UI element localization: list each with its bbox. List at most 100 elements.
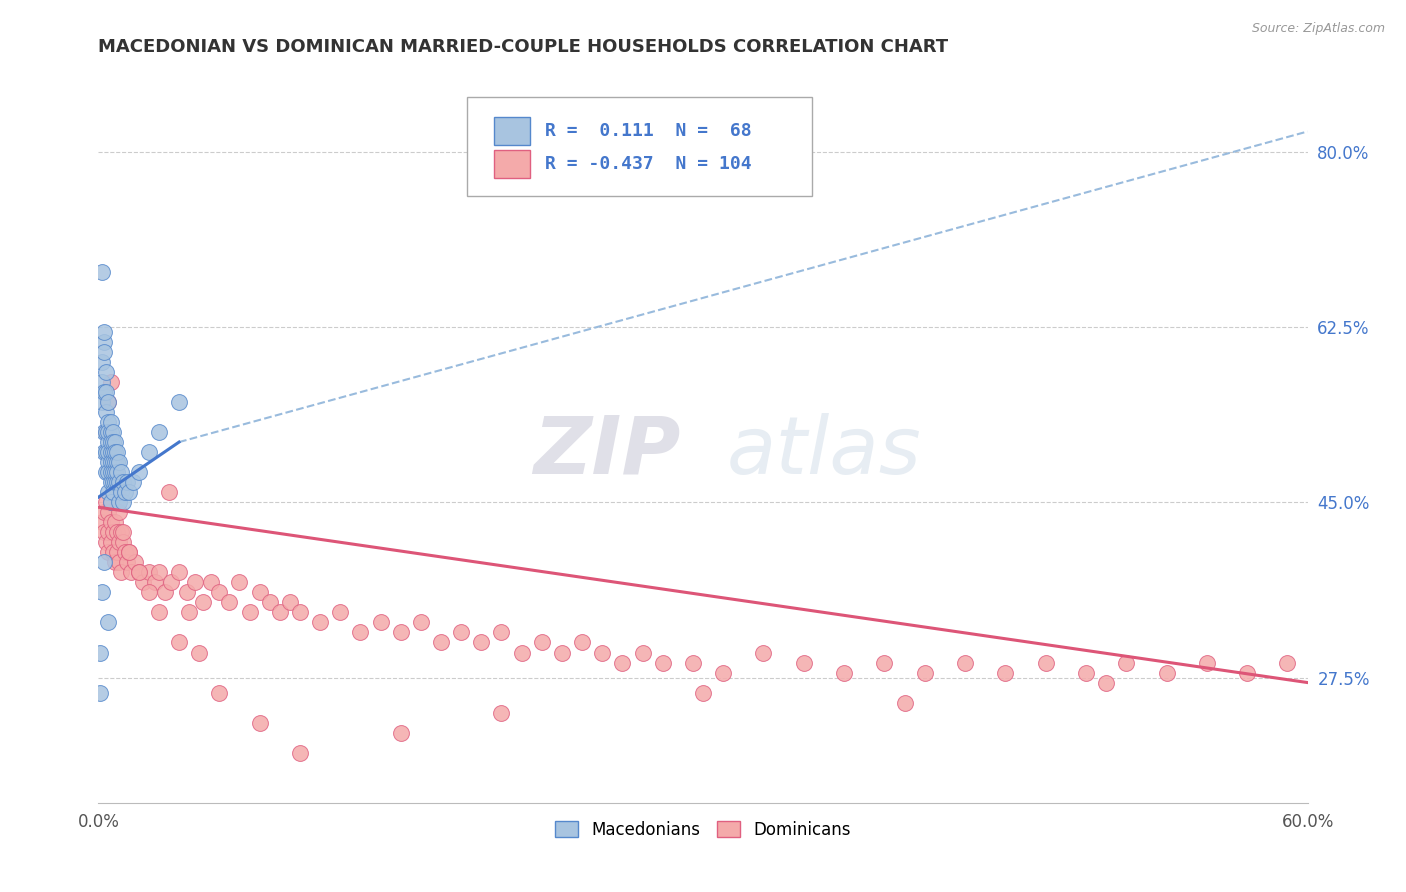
Point	[101, 465, 124, 479]
Point	[93, 505, 115, 519]
Point	[101, 425, 124, 439]
Point	[148, 606, 170, 620]
Point	[711, 665, 734, 680]
Point	[93, 334, 115, 349]
Point	[107, 455, 129, 469]
Point	[200, 575, 222, 590]
Point	[278, 595, 301, 609]
Point	[101, 525, 124, 540]
Point	[167, 395, 190, 409]
Point	[121, 475, 143, 490]
Point	[118, 485, 141, 500]
Point	[309, 615, 332, 630]
Point	[873, 656, 896, 670]
Text: MACEDONIAN VS DOMINICAN MARRIED-COUPLE HOUSEHOLDS CORRELATION CHART: MACEDONIAN VS DOMINICAN MARRIED-COUPLE H…	[98, 38, 949, 56]
Point	[100, 495, 122, 509]
Point	[101, 455, 124, 469]
Point	[111, 495, 134, 509]
Point	[1236, 665, 1258, 680]
Point	[138, 585, 160, 599]
Point	[111, 525, 134, 540]
Point	[91, 515, 114, 529]
Point	[110, 485, 132, 500]
Point	[103, 455, 125, 469]
Point	[1277, 656, 1299, 670]
Point	[793, 656, 815, 670]
Point	[470, 635, 492, 649]
Point	[97, 615, 120, 630]
Point	[389, 625, 412, 640]
Point	[249, 585, 271, 599]
Point	[103, 465, 125, 479]
Text: Source: ZipAtlas.com: Source: ZipAtlas.com	[1251, 22, 1385, 36]
Point	[651, 656, 673, 670]
Point	[105, 455, 128, 469]
Point	[370, 615, 392, 630]
Point	[571, 635, 593, 649]
Point	[100, 535, 122, 549]
Point	[329, 606, 352, 620]
Point	[409, 615, 432, 630]
Point	[100, 415, 122, 429]
Point	[115, 475, 138, 490]
Point	[288, 746, 311, 760]
Point	[124, 555, 146, 569]
Point	[97, 435, 120, 450]
Point	[93, 555, 115, 569]
Point	[100, 475, 122, 490]
Point	[96, 425, 118, 439]
Point	[101, 445, 124, 459]
Point	[110, 566, 132, 580]
Point	[100, 375, 122, 389]
Point	[91, 395, 114, 409]
Point	[96, 425, 118, 439]
Legend: Macedonians, Dominicans: Macedonians, Dominicans	[548, 814, 858, 846]
Point	[97, 415, 120, 429]
Point	[143, 575, 166, 590]
Point	[100, 455, 122, 469]
Point	[491, 706, 513, 720]
Point	[97, 485, 120, 500]
Point	[97, 395, 120, 409]
Point	[1035, 656, 1057, 670]
Point	[893, 696, 915, 710]
Point	[101, 545, 124, 559]
Point	[157, 485, 180, 500]
Point	[105, 525, 128, 540]
Point	[692, 685, 714, 699]
Point	[953, 656, 976, 670]
Point	[832, 665, 855, 680]
Point	[349, 625, 371, 640]
Point	[100, 435, 122, 450]
Point	[167, 566, 190, 580]
Point	[103, 475, 125, 490]
Point	[1074, 665, 1097, 680]
Point	[107, 505, 129, 519]
Point	[93, 325, 115, 339]
Point	[1156, 665, 1178, 680]
Point	[148, 566, 170, 580]
Point	[530, 635, 553, 649]
Point	[114, 485, 136, 500]
Point	[491, 625, 513, 640]
Point	[103, 465, 125, 479]
Point	[1195, 656, 1218, 670]
Point	[107, 535, 129, 549]
Point	[89, 646, 111, 660]
Text: R = -0.437  N = 104: R = -0.437 N = 104	[544, 155, 751, 173]
Point	[994, 665, 1017, 680]
Point	[249, 715, 271, 730]
Point	[114, 545, 136, 559]
Point	[101, 485, 124, 500]
Point	[612, 656, 634, 670]
Point	[97, 455, 120, 469]
Point	[551, 646, 574, 660]
Point	[208, 585, 231, 599]
Point	[176, 585, 198, 599]
Point	[105, 475, 128, 490]
Point	[89, 685, 111, 699]
FancyBboxPatch shape	[494, 151, 530, 178]
Point	[93, 345, 115, 359]
Point	[752, 646, 775, 660]
Point	[96, 445, 118, 459]
